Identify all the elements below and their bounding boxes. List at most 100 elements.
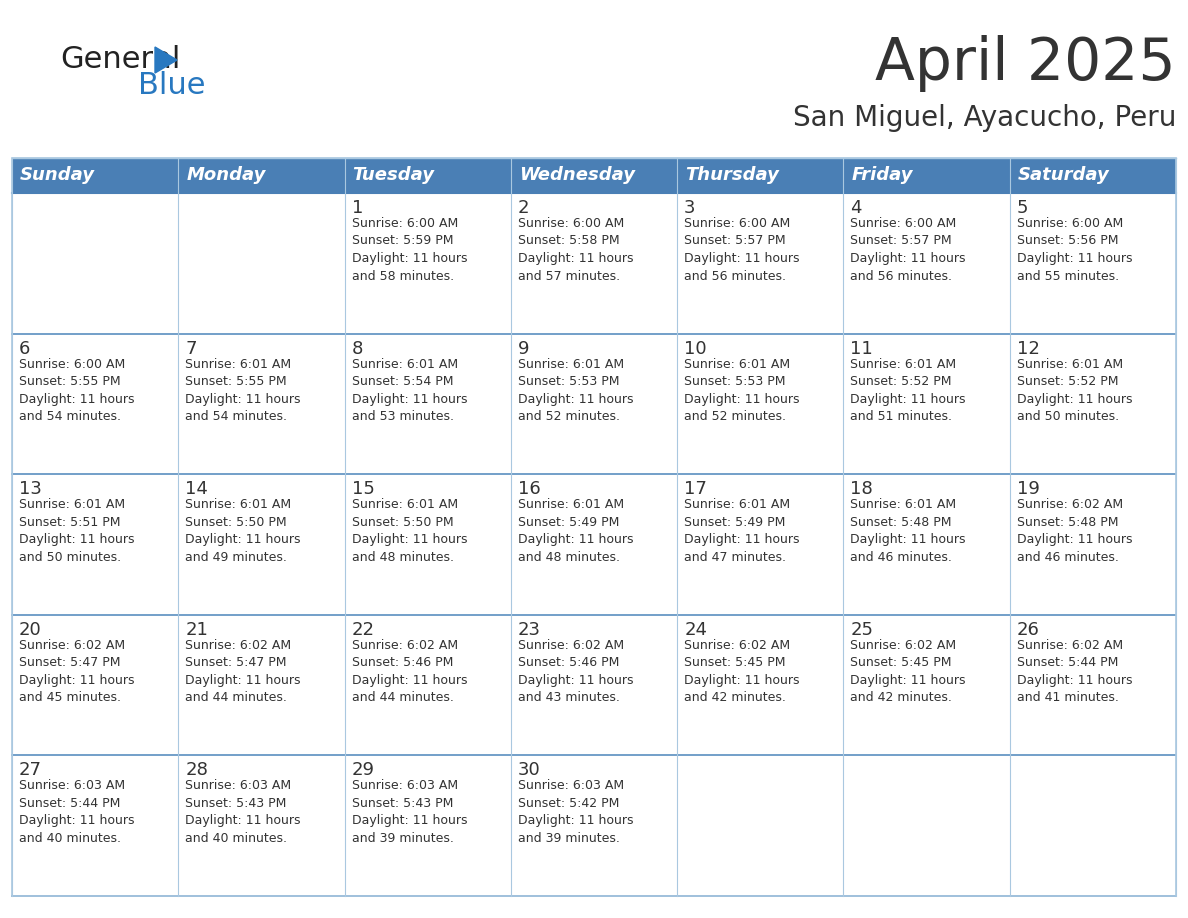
Text: Monday: Monday (187, 166, 266, 185)
Bar (178, 193, 345, 333)
Text: April 2025: April 2025 (876, 35, 1176, 92)
Text: Sunrise: 6:00 AM
Sunset: 5:58 PM
Daylight: 11 hours
and 57 minutes.: Sunrise: 6:00 AM Sunset: 5:58 PM Dayligh… (518, 217, 633, 283)
Text: 3: 3 (684, 199, 696, 217)
Text: 10: 10 (684, 340, 707, 358)
Bar (843, 158, 1010, 193)
Text: 19: 19 (1017, 480, 1040, 498)
Bar (843, 615, 1010, 756)
Text: 22: 22 (352, 621, 374, 639)
Text: Sunrise: 6:01 AM
Sunset: 5:52 PM
Daylight: 11 hours
and 51 minutes.: Sunrise: 6:01 AM Sunset: 5:52 PM Dayligh… (851, 358, 966, 423)
Text: 11: 11 (851, 340, 873, 358)
Bar (178, 333, 345, 475)
Bar (1010, 615, 1176, 756)
Bar (12, 158, 178, 193)
Text: 2: 2 (518, 199, 530, 217)
Bar (677, 475, 843, 615)
Bar (677, 756, 843, 896)
Text: 7: 7 (185, 340, 197, 358)
Text: Sunrise: 6:00 AM
Sunset: 5:59 PM
Daylight: 11 hours
and 58 minutes.: Sunrise: 6:00 AM Sunset: 5:59 PM Dayligh… (352, 217, 467, 283)
Text: Sunrise: 6:03 AM
Sunset: 5:43 PM
Daylight: 11 hours
and 40 minutes.: Sunrise: 6:03 AM Sunset: 5:43 PM Dayligh… (185, 779, 301, 845)
Bar (1010, 475, 1176, 615)
Bar (511, 615, 677, 756)
Bar (511, 475, 677, 615)
Text: 13: 13 (19, 480, 42, 498)
Text: 8: 8 (352, 340, 364, 358)
Bar (677, 615, 843, 756)
Bar (12, 475, 178, 615)
Text: Sunrise: 6:01 AM
Sunset: 5:50 PM
Daylight: 11 hours
and 48 minutes.: Sunrise: 6:01 AM Sunset: 5:50 PM Dayligh… (352, 498, 467, 564)
Bar (511, 193, 677, 333)
Bar (345, 193, 511, 333)
Bar (1010, 756, 1176, 896)
Text: 26: 26 (1017, 621, 1040, 639)
Bar (12, 193, 178, 333)
Bar (12, 615, 178, 756)
Bar (345, 756, 511, 896)
Text: Sunrise: 6:03 AM
Sunset: 5:44 PM
Daylight: 11 hours
and 40 minutes.: Sunrise: 6:03 AM Sunset: 5:44 PM Dayligh… (19, 779, 134, 845)
Text: Sunrise: 6:02 AM
Sunset: 5:48 PM
Daylight: 11 hours
and 46 minutes.: Sunrise: 6:02 AM Sunset: 5:48 PM Dayligh… (1017, 498, 1132, 564)
Text: Friday: Friday (852, 166, 912, 185)
Bar (843, 193, 1010, 333)
Text: Sunrise: 6:01 AM
Sunset: 5:52 PM
Daylight: 11 hours
and 50 minutes.: Sunrise: 6:01 AM Sunset: 5:52 PM Dayligh… (1017, 358, 1132, 423)
Text: Sunrise: 6:01 AM
Sunset: 5:48 PM
Daylight: 11 hours
and 46 minutes.: Sunrise: 6:01 AM Sunset: 5:48 PM Dayligh… (851, 498, 966, 564)
Text: 15: 15 (352, 480, 374, 498)
Text: Sunrise: 6:00 AM
Sunset: 5:56 PM
Daylight: 11 hours
and 55 minutes.: Sunrise: 6:00 AM Sunset: 5:56 PM Dayligh… (1017, 217, 1132, 283)
Bar (345, 333, 511, 475)
Text: Sunrise: 6:01 AM
Sunset: 5:49 PM
Daylight: 11 hours
and 47 minutes.: Sunrise: 6:01 AM Sunset: 5:49 PM Dayligh… (684, 498, 800, 564)
Text: 25: 25 (851, 621, 873, 639)
Text: Sunrise: 6:02 AM
Sunset: 5:45 PM
Daylight: 11 hours
and 42 minutes.: Sunrise: 6:02 AM Sunset: 5:45 PM Dayligh… (851, 639, 966, 704)
Text: 29: 29 (352, 761, 374, 779)
Text: Sunrise: 6:01 AM
Sunset: 5:51 PM
Daylight: 11 hours
and 50 minutes.: Sunrise: 6:01 AM Sunset: 5:51 PM Dayligh… (19, 498, 134, 564)
Text: 20: 20 (19, 621, 42, 639)
Text: Sunrise: 6:01 AM
Sunset: 5:49 PM
Daylight: 11 hours
and 48 minutes.: Sunrise: 6:01 AM Sunset: 5:49 PM Dayligh… (518, 498, 633, 564)
Bar (511, 756, 677, 896)
Bar (1010, 333, 1176, 475)
Text: General: General (61, 46, 181, 74)
Text: 23: 23 (518, 621, 541, 639)
Text: Sunrise: 6:00 AM
Sunset: 5:57 PM
Daylight: 11 hours
and 56 minutes.: Sunrise: 6:00 AM Sunset: 5:57 PM Dayligh… (684, 217, 800, 283)
Text: 28: 28 (185, 761, 208, 779)
Text: Wednesday: Wednesday (519, 166, 634, 185)
Text: 27: 27 (19, 761, 42, 779)
Text: 17: 17 (684, 480, 707, 498)
Bar (1010, 193, 1176, 333)
Text: Sunrise: 6:01 AM
Sunset: 5:55 PM
Daylight: 11 hours
and 54 minutes.: Sunrise: 6:01 AM Sunset: 5:55 PM Dayligh… (185, 358, 301, 423)
Text: Sunrise: 6:01 AM
Sunset: 5:50 PM
Daylight: 11 hours
and 49 minutes.: Sunrise: 6:01 AM Sunset: 5:50 PM Dayligh… (185, 498, 301, 564)
Text: Sunrise: 6:02 AM
Sunset: 5:46 PM
Daylight: 11 hours
and 43 minutes.: Sunrise: 6:02 AM Sunset: 5:46 PM Dayligh… (518, 639, 633, 704)
Text: Sunrise: 6:03 AM
Sunset: 5:42 PM
Daylight: 11 hours
and 39 minutes.: Sunrise: 6:03 AM Sunset: 5:42 PM Dayligh… (518, 779, 633, 845)
Text: Blue: Blue (138, 72, 206, 100)
Text: Sunday: Sunday (20, 166, 95, 185)
Text: Sunrise: 6:02 AM
Sunset: 5:44 PM
Daylight: 11 hours
and 41 minutes.: Sunrise: 6:02 AM Sunset: 5:44 PM Dayligh… (1017, 639, 1132, 704)
Bar (1010, 158, 1176, 193)
Bar (843, 333, 1010, 475)
Bar (178, 615, 345, 756)
Text: Sunrise: 6:02 AM
Sunset: 5:45 PM
Daylight: 11 hours
and 42 minutes.: Sunrise: 6:02 AM Sunset: 5:45 PM Dayligh… (684, 639, 800, 704)
Bar (843, 475, 1010, 615)
Text: Sunrise: 6:02 AM
Sunset: 5:47 PM
Daylight: 11 hours
and 44 minutes.: Sunrise: 6:02 AM Sunset: 5:47 PM Dayligh… (185, 639, 301, 704)
Bar (345, 615, 511, 756)
Bar (178, 158, 345, 193)
Bar (178, 475, 345, 615)
Bar (843, 756, 1010, 896)
Text: 1: 1 (352, 199, 364, 217)
Bar (511, 333, 677, 475)
Text: Sunrise: 6:02 AM
Sunset: 5:46 PM
Daylight: 11 hours
and 44 minutes.: Sunrise: 6:02 AM Sunset: 5:46 PM Dayligh… (352, 639, 467, 704)
Text: 16: 16 (518, 480, 541, 498)
Text: 30: 30 (518, 761, 541, 779)
Text: 12: 12 (1017, 340, 1040, 358)
Bar (345, 475, 511, 615)
Text: Sunrise: 6:02 AM
Sunset: 5:47 PM
Daylight: 11 hours
and 45 minutes.: Sunrise: 6:02 AM Sunset: 5:47 PM Dayligh… (19, 639, 134, 704)
Bar (677, 333, 843, 475)
Bar (12, 333, 178, 475)
Text: Sunrise: 6:00 AM
Sunset: 5:55 PM
Daylight: 11 hours
and 54 minutes.: Sunrise: 6:00 AM Sunset: 5:55 PM Dayligh… (19, 358, 134, 423)
Text: Sunrise: 6:03 AM
Sunset: 5:43 PM
Daylight: 11 hours
and 39 minutes.: Sunrise: 6:03 AM Sunset: 5:43 PM Dayligh… (352, 779, 467, 845)
Bar (511, 158, 677, 193)
Bar (677, 158, 843, 193)
Text: Thursday: Thursday (685, 166, 779, 185)
Text: 6: 6 (19, 340, 31, 358)
Bar (12, 158, 1176, 896)
Text: 9: 9 (518, 340, 530, 358)
Text: 5: 5 (1017, 199, 1029, 217)
Text: Sunrise: 6:00 AM
Sunset: 5:57 PM
Daylight: 11 hours
and 56 minutes.: Sunrise: 6:00 AM Sunset: 5:57 PM Dayligh… (851, 217, 966, 283)
Text: San Miguel, Ayacucho, Peru: San Miguel, Ayacucho, Peru (792, 104, 1176, 132)
